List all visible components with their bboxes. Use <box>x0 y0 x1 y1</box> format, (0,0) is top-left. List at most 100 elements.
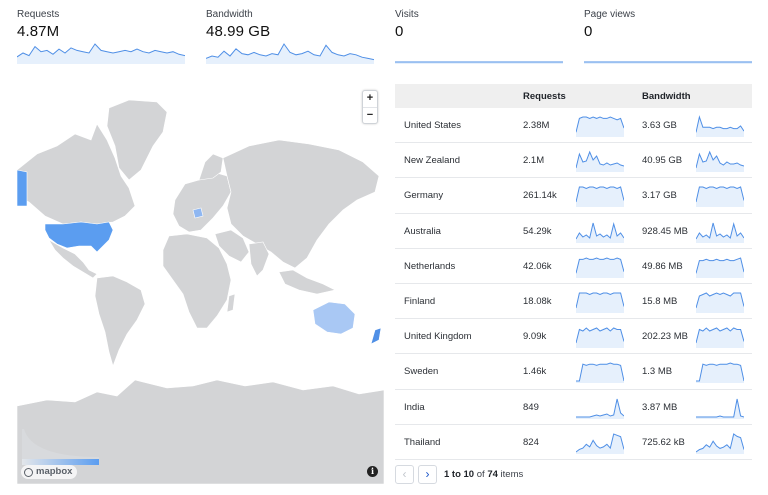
sparkline-line <box>696 292 744 309</box>
map-land-middle-east[interactable] <box>214 229 250 263</box>
sparkline-line <box>696 221 744 239</box>
table-row[interactable]: Netherlands 42.06k 49.86 MB <box>395 249 752 284</box>
table-header: Requests Bandwidth <box>395 84 752 108</box>
map-land-antarctica[interactable] <box>17 379 384 484</box>
table-row[interactable]: United Kingdom 9.09k 202.23 MB <box>395 319 752 355</box>
stat-label: Page views <box>584 9 636 20</box>
zoom-in-button[interactable]: + <box>366 92 374 104</box>
sparkline-area <box>696 328 744 349</box>
table-row[interactable]: Finland 18.08k 15.8 MB <box>395 284 752 320</box>
map-land-germany[interactable] <box>192 207 204 219</box>
sparkline-line <box>696 327 744 344</box>
requests-sparkline <box>576 362 624 384</box>
country-name: Thailand <box>404 436 441 448</box>
map-land-alaska[interactable] <box>17 169 28 207</box>
bandwidth-sparkline <box>696 186 744 208</box>
map-land-india[interactable] <box>248 241 270 277</box>
map-info-icon[interactable]: i <box>367 466 378 477</box>
sparkline-area <box>576 187 624 208</box>
stat-sparkline <box>584 61 752 64</box>
stat-label: Visits <box>395 9 419 20</box>
mapbox-logo[interactable]: mapbox <box>21 465 78 479</box>
map-land-new-zealand[interactable] <box>370 327 382 345</box>
map-land-africa[interactable] <box>162 233 232 329</box>
country-name: India <box>404 401 425 413</box>
table-row[interactable]: India 849 3.87 MB <box>395 390 752 425</box>
stat-sparkline <box>17 43 185 64</box>
next-page-button[interactable]: › <box>418 464 437 484</box>
sparkline-area <box>576 433 624 454</box>
map-land-greenland[interactable] <box>106 99 168 181</box>
sparkline-area <box>17 44 185 64</box>
map-land-madagascar[interactable] <box>226 293 236 313</box>
stat-value: 48.99 GB <box>206 23 271 40</box>
sparkline-area <box>576 257 624 278</box>
table-row[interactable]: United States 2.38M 3.63 GB <box>395 108 752 144</box>
requests-value: 261.14k <box>523 190 557 202</box>
header-bandwidth[interactable]: Bandwidth <box>642 91 691 102</box>
sparkline-area <box>696 292 744 313</box>
prev-page-button[interactable]: ‹ <box>395 464 414 484</box>
requests-sparkline <box>576 433 624 454</box>
sparkline-line <box>576 327 624 344</box>
bandwidth-sparkline <box>696 292 744 313</box>
world-map-canvas[interactable] <box>17 84 384 484</box>
country-name: New Zealand <box>404 155 460 167</box>
sparkline-area <box>696 117 744 137</box>
map-land-southeast-asia[interactable] <box>278 269 336 295</box>
stat-sparkline <box>395 61 563 64</box>
map-land-australia[interactable] <box>312 301 356 335</box>
bandwidth-sparkline <box>696 257 744 278</box>
country-name: Germany <box>404 190 444 202</box>
mapbox-wordmark: mapbox <box>36 466 73 477</box>
header-requests[interactable]: Requests <box>523 91 566 102</box>
country-name: Finland <box>404 295 436 307</box>
sparkline-area <box>696 363 744 384</box>
requests-value: 2.1M <box>523 155 545 167</box>
table-row[interactable]: Australia 54.29k 928.45 MB <box>395 214 752 249</box>
pagination-of: of <box>476 468 485 480</box>
country-name: Netherlands <box>404 260 456 272</box>
sparkline-line <box>576 292 624 309</box>
requests-value: 2.38M <box>523 120 550 131</box>
country-name: Australia <box>404 225 441 237</box>
map-land-canada[interactable] <box>17 123 136 225</box>
requests-value: 849 <box>523 401 539 413</box>
sparkline-area <box>576 117 624 137</box>
requests-value: 54.29k <box>523 225 552 237</box>
sparkline-line <box>696 150 744 169</box>
sparkline-line <box>696 432 744 453</box>
world-map[interactable]: + − mapbox i <box>17 84 384 484</box>
bandwidth-value: 40.95 GB <box>642 155 683 167</box>
stat-value: 0 <box>584 23 593 40</box>
sparkline-area <box>576 292 624 313</box>
bandwidth-sparkline <box>696 221 744 243</box>
bandwidth-sparkline <box>696 115 744 137</box>
pagination-info: 1 to 10 of 74 items <box>444 469 523 480</box>
map-land-united-states[interactable] <box>44 221 114 253</box>
bandwidth-value: 1.3 MB <box>642 366 673 378</box>
table-row[interactable]: Thailand 824 725.62 kB <box>395 425 752 460</box>
table-row[interactable]: New Zealand 2.1M 40.95 GB <box>395 143 752 179</box>
zoom-out-button[interactable]: − <box>363 107 377 123</box>
requests-value: 9.09k <box>523 331 547 343</box>
sparkline-line <box>576 362 624 382</box>
stat-value: 0 <box>395 23 404 40</box>
map-land-europe[interactable] <box>172 171 232 233</box>
sparkline-area <box>696 433 744 454</box>
table-row[interactable]: Germany 261.14k 3.17 GB <box>395 178 752 214</box>
map-land-south-america[interactable] <box>94 275 146 367</box>
country-table: Requests Bandwidth United States 2.38M 3.6… <box>395 84 752 460</box>
bandwidth-sparkline <box>696 150 744 173</box>
table-body: United States 2.38M 3.63 GB New Zealand 2.1M… <box>395 108 752 460</box>
sparkline-area <box>576 328 624 349</box>
country-name: United States <box>404 120 462 131</box>
sparkline-area <box>696 187 744 208</box>
table-row[interactable]: Sweden 1.46k 1.3 MB <box>395 354 752 390</box>
stat-requests: Requests 4.87M <box>17 0 187 66</box>
map-land-asia[interactable] <box>222 139 380 269</box>
map-legend <box>22 429 99 465</box>
requests-value: 18.08k <box>523 295 552 307</box>
bandwidth-value: 202.23 MB <box>642 331 688 343</box>
map-land-mexico[interactable] <box>48 239 98 279</box>
